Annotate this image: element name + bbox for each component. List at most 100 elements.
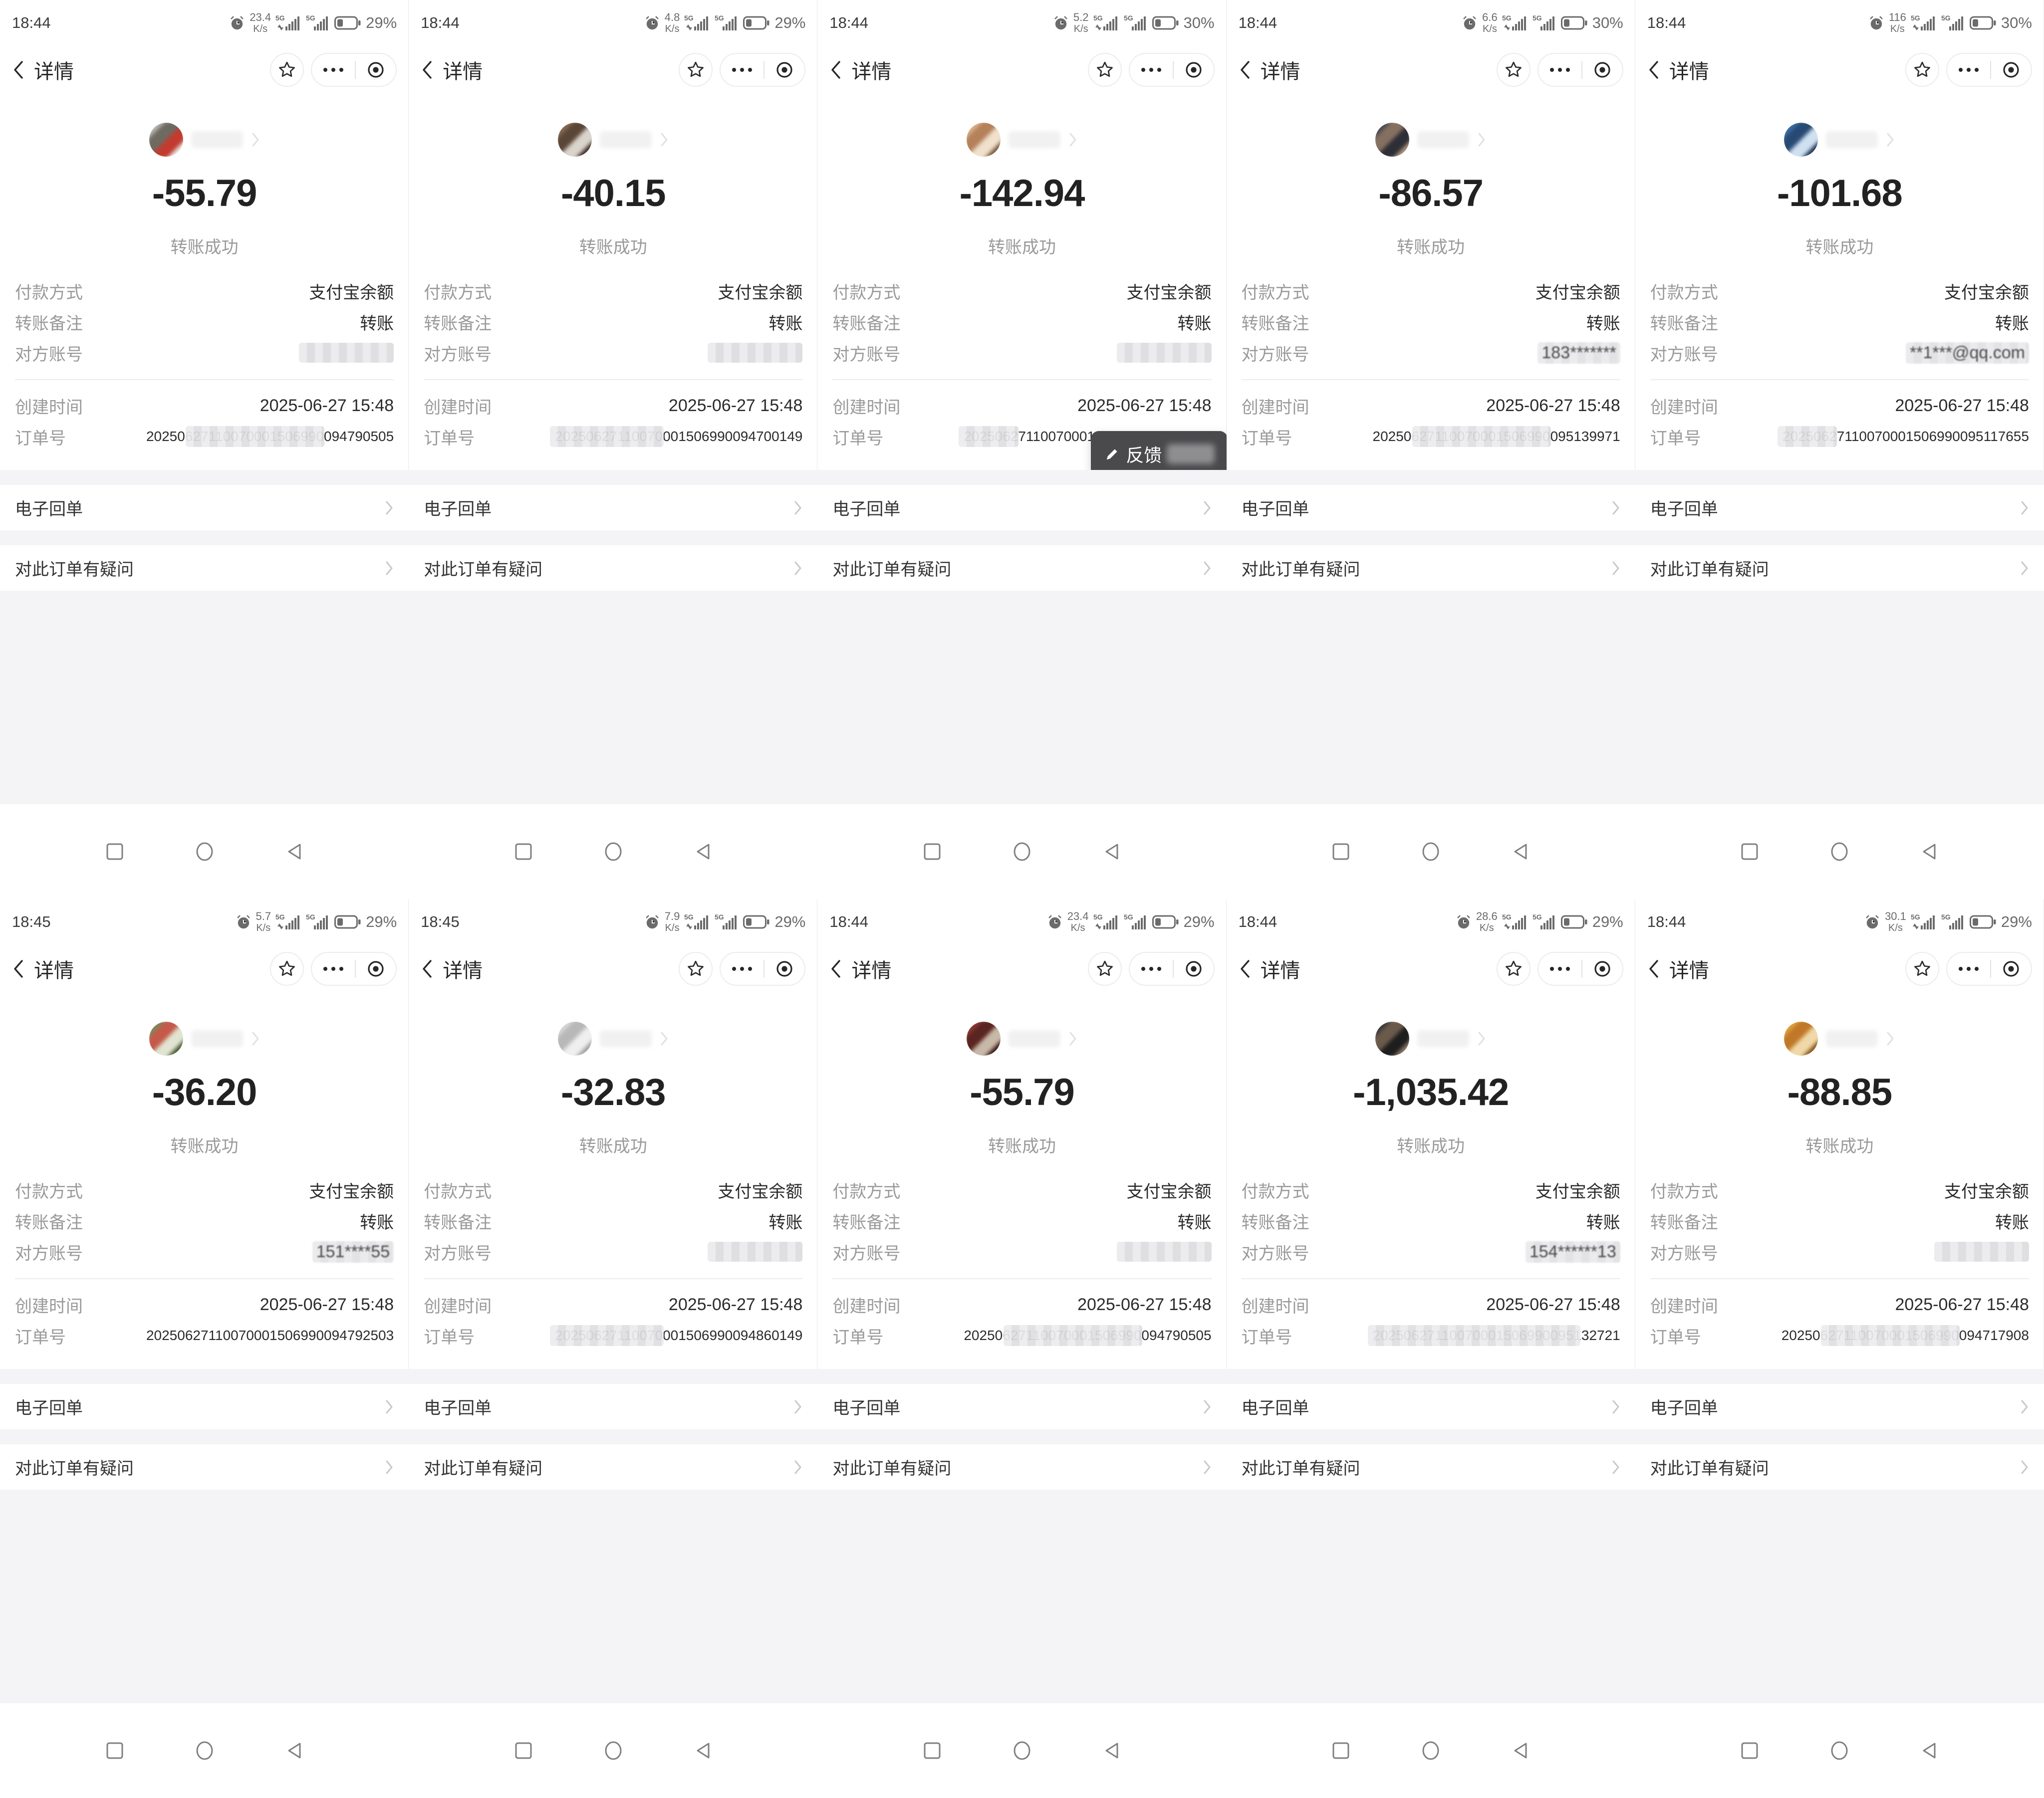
- favorite-star-button[interactable]: [270, 952, 304, 986]
- close-target-button[interactable]: [2002, 959, 2021, 978]
- payee-profile[interactable]: [1635, 123, 2044, 157]
- more-options-button[interactable]: [731, 966, 753, 972]
- close-target-button[interactable]: [366, 959, 385, 978]
- close-target-button[interactable]: [775, 959, 794, 978]
- close-target-button[interactable]: [366, 60, 385, 79]
- recents-button[interactable]: [513, 1740, 534, 1761]
- favorite-star-button[interactable]: [679, 952, 713, 986]
- home-button[interactable]: [1828, 840, 1851, 863]
- favorite-star-button[interactable]: [1087, 952, 1122, 986]
- payee-profile[interactable]: [817, 123, 1226, 157]
- more-options-button[interactable]: [731, 67, 753, 73]
- receipt-row[interactable]: 电子回单: [817, 485, 1227, 530]
- question-row[interactable]: 对此订单有疑问: [817, 545, 1227, 591]
- receipt-row[interactable]: 电子回单: [0, 485, 409, 530]
- favorite-star-button[interactable]: [1905, 952, 1939, 986]
- receipt-row[interactable]: 电子回单: [1226, 1384, 1635, 1429]
- question-row[interactable]: 对此订单有疑问: [1226, 1444, 1635, 1490]
- receipt-row[interactable]: 电子回单: [1635, 1384, 2044, 1429]
- back-button[interactable]: [284, 1740, 305, 1761]
- favorite-star-button[interactable]: [679, 53, 713, 87]
- back-button[interactable]: [1919, 1740, 1940, 1761]
- more-options-button[interactable]: [1958, 67, 1980, 73]
- back-chevron-icon[interactable]: [1239, 959, 1252, 979]
- recents-button[interactable]: [104, 841, 125, 862]
- recents-button[interactable]: [1330, 841, 1351, 862]
- question-row[interactable]: 对此订单有疑问: [409, 1444, 818, 1490]
- favorite-star-button[interactable]: [1087, 53, 1122, 87]
- back-button[interactable]: [693, 841, 714, 862]
- back-button[interactable]: [284, 841, 305, 862]
- back-chevron-icon[interactable]: [421, 959, 434, 979]
- receipt-row[interactable]: 电子回单: [409, 485, 818, 530]
- payee-profile[interactable]: [817, 1022, 1226, 1056]
- recents-button[interactable]: [1739, 1740, 1760, 1761]
- recents-button[interactable]: [1739, 841, 1760, 862]
- back-chevron-icon[interactable]: [1239, 60, 1252, 80]
- close-target-button[interactable]: [1593, 959, 1612, 978]
- home-button[interactable]: [193, 1739, 216, 1762]
- home-button[interactable]: [602, 1739, 625, 1762]
- question-row[interactable]: 对此订单有疑问: [409, 545, 818, 591]
- question-row[interactable]: 对此订单有疑问: [0, 1444, 409, 1490]
- back-button[interactable]: [1919, 841, 1940, 862]
- payee-profile[interactable]: [0, 1022, 409, 1056]
- receipt-row[interactable]: 电子回单: [1226, 485, 1635, 530]
- receipt-row[interactable]: 电子回单: [1635, 485, 2044, 530]
- recents-button[interactable]: [922, 841, 943, 862]
- favorite-star-button[interactable]: [270, 53, 304, 87]
- back-chevron-icon[interactable]: [12, 959, 25, 979]
- close-target-button[interactable]: [1184, 60, 1203, 79]
- more-options-button[interactable]: [1958, 966, 1980, 972]
- payee-profile[interactable]: [0, 123, 409, 157]
- payee-profile[interactable]: [409, 123, 817, 157]
- home-button[interactable]: [602, 840, 625, 863]
- recents-button[interactable]: [922, 1740, 943, 1761]
- back-button[interactable]: [1510, 841, 1531, 862]
- more-options-button[interactable]: [1140, 966, 1162, 972]
- home-button[interactable]: [193, 840, 216, 863]
- close-target-button[interactable]: [1593, 60, 1612, 79]
- more-options-button[interactable]: [1549, 67, 1571, 73]
- question-row[interactable]: 对此订单有疑问: [0, 545, 409, 591]
- close-target-button[interactable]: [2002, 60, 2021, 79]
- more-options-button[interactable]: [1549, 966, 1571, 972]
- payee-profile[interactable]: [1227, 1022, 1635, 1056]
- back-chevron-icon[interactable]: [829, 60, 842, 80]
- back-chevron-icon[interactable]: [1647, 60, 1660, 80]
- question-row[interactable]: 对此订单有疑问: [817, 1444, 1227, 1490]
- back-button[interactable]: [1101, 841, 1122, 862]
- more-options-button[interactable]: [322, 67, 344, 73]
- home-button[interactable]: [1419, 840, 1442, 863]
- back-button[interactable]: [1101, 1740, 1122, 1761]
- home-button[interactable]: [1419, 1739, 1442, 1762]
- back-chevron-icon[interactable]: [1647, 959, 1660, 979]
- more-options-button[interactable]: [1140, 67, 1162, 73]
- more-options-button[interactable]: [322, 966, 344, 972]
- receipt-row[interactable]: 电子回单: [0, 1384, 409, 1429]
- receipt-row[interactable]: 电子回单: [817, 1384, 1227, 1429]
- back-chevron-icon[interactable]: [421, 60, 434, 80]
- favorite-star-button[interactable]: [1496, 53, 1531, 87]
- recents-button[interactable]: [513, 841, 534, 862]
- close-target-button[interactable]: [1184, 959, 1203, 978]
- home-button[interactable]: [1828, 1739, 1851, 1762]
- back-button[interactable]: [693, 1740, 714, 1761]
- receipt-row[interactable]: 电子回单: [409, 1384, 818, 1429]
- close-target-button[interactable]: [775, 60, 794, 79]
- home-button[interactable]: [1011, 1739, 1033, 1762]
- feedback-bubble[interactable]: 反馈: [1091, 431, 1227, 477]
- recents-button[interactable]: [104, 1740, 125, 1761]
- payee-profile[interactable]: [409, 1022, 817, 1056]
- favorite-star-button[interactable]: [1905, 53, 1939, 87]
- recents-button[interactable]: [1330, 1740, 1351, 1761]
- back-button[interactable]: [1510, 1740, 1531, 1761]
- question-row[interactable]: 对此订单有疑问: [1635, 545, 2044, 591]
- question-row[interactable]: 对此订单有疑问: [1635, 1444, 2044, 1490]
- favorite-star-button[interactable]: [1496, 952, 1531, 986]
- payee-profile[interactable]: [1635, 1022, 2044, 1056]
- question-row[interactable]: 对此订单有疑问: [1226, 545, 1635, 591]
- back-chevron-icon[interactable]: [829, 959, 842, 979]
- home-button[interactable]: [1011, 840, 1033, 863]
- back-chevron-icon[interactable]: [12, 60, 25, 80]
